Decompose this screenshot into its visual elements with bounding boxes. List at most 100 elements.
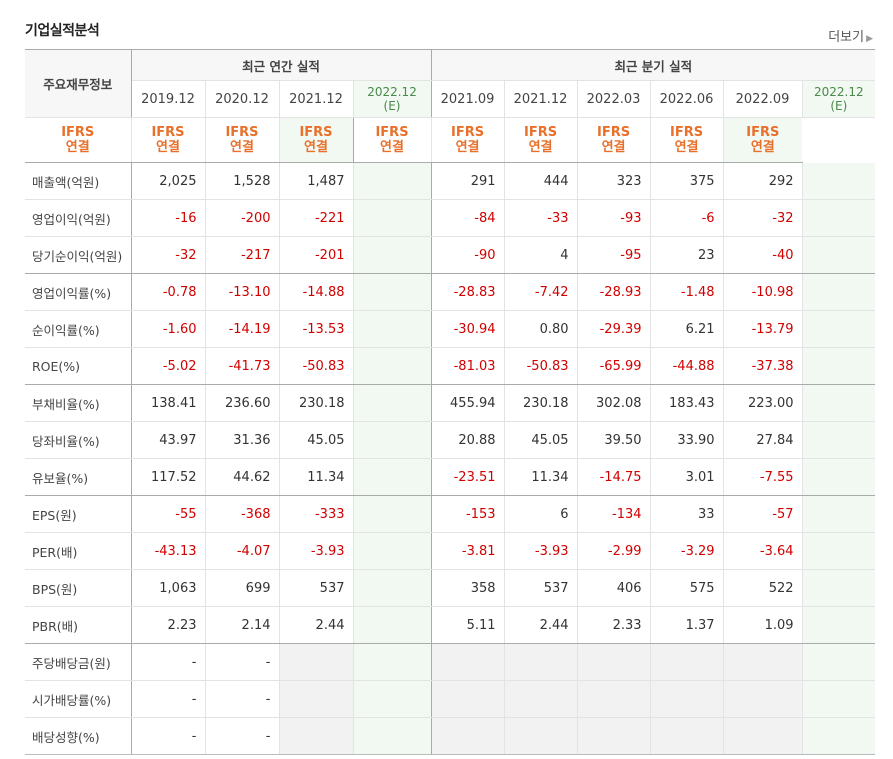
row-label: EPS(원): [25, 495, 132, 533]
value-cell: -: [205, 680, 280, 718]
value-cell: -201: [279, 236, 354, 274]
value-cell: -: [131, 643, 206, 681]
value-cell: -1.48: [650, 273, 724, 311]
value-cell: 45.05: [504, 421, 578, 459]
row-label: 시가배당률(%): [25, 680, 132, 718]
more-link[interactable]: 더보기 ▶: [828, 26, 873, 45]
value-cell: 0.80: [504, 310, 578, 348]
value-cell: [802, 606, 876, 644]
value-cell: -10.98: [723, 273, 803, 311]
period-header: 2022.12 (E): [353, 80, 432, 118]
value-cell: -: [131, 680, 206, 718]
value-cell: [504, 680, 578, 718]
value-cell: -44.88: [650, 347, 724, 385]
value-cell: -200: [205, 199, 280, 237]
period-header: 2022.06: [650, 80, 724, 118]
value-cell: -221: [279, 199, 354, 237]
value-cell: [279, 643, 354, 681]
row-label: 부채비율(%): [25, 384, 132, 422]
ifrs-badge: IFRS 연결: [279, 117, 354, 163]
period-header: 2019.12: [131, 80, 206, 118]
section-title: 기업실적분석: [25, 23, 100, 39]
value-cell: -3.93: [504, 532, 578, 570]
value-cell: -65.99: [577, 347, 651, 385]
consolidated-label: 연결: [601, 140, 626, 155]
value-cell: -95: [577, 236, 651, 274]
value-cell: 11.34: [279, 458, 354, 496]
row-label: 주당배당금(원): [25, 643, 132, 681]
row-label: PBR(배): [25, 606, 132, 644]
value-cell: 2.14: [205, 606, 280, 644]
value-cell: -13.53: [279, 310, 354, 348]
value-cell: 11.34: [504, 458, 578, 496]
value-cell: -41.73: [205, 347, 280, 385]
value-cell: 2.44: [279, 606, 354, 644]
value-cell: -: [205, 643, 280, 681]
value-cell: [802, 421, 876, 459]
ifrs-badge: IFRS 연결: [723, 117, 803, 163]
value-cell: -40: [723, 236, 803, 274]
more-label: 더보기: [828, 30, 865, 45]
ifrs-label: IFRS: [61, 125, 95, 140]
value-cell: 537: [279, 569, 354, 607]
value-cell: -28.83: [431, 273, 505, 311]
value-cell: 230.18: [279, 384, 354, 422]
value-cell: [650, 717, 724, 755]
value-cell: 6.21: [650, 310, 724, 348]
value-cell: [802, 384, 876, 422]
value-cell: -37.38: [723, 347, 803, 385]
table-row: EPS(원) -55 -368 -333 -153 6 -134 33 -57: [25, 495, 876, 533]
row-label: BPS(원): [25, 569, 132, 607]
value-cell: -33: [504, 199, 578, 237]
consolidated-label: 연결: [156, 140, 180, 155]
value-cell: 33.90: [650, 421, 724, 459]
value-cell: -217: [205, 236, 280, 274]
value-cell: [802, 643, 876, 681]
value-cell: [802, 236, 876, 274]
value-cell: -1.60: [131, 310, 206, 348]
value-cell: [802, 717, 876, 755]
table-row: BPS(원) 1,063 699 537 358 537 406 575 522: [25, 569, 876, 607]
value-cell: 2.33: [577, 606, 651, 644]
value-cell: 117.52: [131, 458, 206, 496]
value-cell: 44.62: [205, 458, 280, 496]
value-cell: -90: [431, 236, 505, 274]
period-label: 2022.12: [367, 85, 417, 99]
consolidated-label: 연결: [455, 140, 480, 155]
value-cell: -: [205, 717, 280, 755]
value-cell: 699: [205, 569, 280, 607]
value-cell: [504, 717, 578, 755]
value-cell: [577, 643, 651, 681]
ifrs-label: IFRS: [596, 125, 631, 140]
value-cell: [577, 680, 651, 718]
value-cell: [802, 458, 876, 496]
consolidated-label: 연결: [380, 140, 404, 155]
value-cell: -5.02: [131, 347, 206, 385]
value-cell: 230.18: [504, 384, 578, 422]
value-cell: [353, 162, 432, 200]
row-label: 매출액(억원): [25, 162, 132, 200]
consolidated-label: 연결: [65, 140, 90, 155]
value-cell: 6: [504, 495, 578, 533]
value-cell: -29.39: [577, 310, 651, 348]
table-row: 주당배당금(원) - -: [25, 643, 876, 681]
row-label: 배당성향(%): [25, 717, 132, 755]
ifrs-label: IFRS: [669, 125, 704, 140]
value-cell: -55: [131, 495, 206, 533]
value-cell: -: [131, 717, 206, 755]
value-cell: [802, 310, 876, 348]
consolidated-label: 연결: [674, 140, 699, 155]
value-cell: [353, 421, 432, 459]
table-row: 당좌비율(%) 43.97 31.36 45.05 20.88 45.05 39.50 33.…: [25, 421, 876, 459]
row-label: 유보율(%): [25, 458, 132, 496]
value-cell: 537: [504, 569, 578, 607]
value-cell: 2.23: [131, 606, 206, 644]
value-cell: -4.07: [205, 532, 280, 570]
value-cell: [353, 273, 432, 311]
value-cell: 406: [577, 569, 651, 607]
value-cell: [353, 495, 432, 533]
value-cell: -153: [431, 495, 505, 533]
value-cell: -2.99: [577, 532, 651, 570]
value-cell: 1,487: [279, 162, 354, 200]
value-cell: 291: [431, 162, 505, 200]
